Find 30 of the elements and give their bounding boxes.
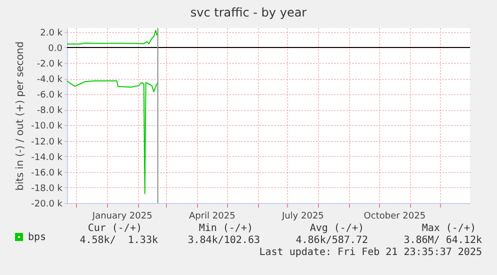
y-tick-label: -2.0 k xyxy=(36,60,64,70)
y-axis-title: bits in (-) / out (+) per second xyxy=(15,41,26,191)
y-tick-label: -16.0 k xyxy=(31,168,64,178)
text: 4.58k/ 1.33k xyxy=(80,235,158,247)
legend-label: bps xyxy=(28,232,46,243)
text: Min (-/+) xyxy=(198,223,253,235)
y-tick-label: -4.0 k xyxy=(36,75,64,86)
text: Avg (-/+) xyxy=(310,223,364,235)
y-tick-label: -20.0 k xyxy=(31,200,64,210)
y-tick-label: -18.0 k xyxy=(31,184,64,194)
y-tick-label: -10.0 k xyxy=(31,122,64,132)
x-tick-label: January 2025 xyxy=(91,212,152,222)
text: 3.86M/ 64.12k xyxy=(404,235,482,247)
text: 3.84k/102.63 xyxy=(188,235,260,247)
y-tick-label: -14.0 k xyxy=(31,152,64,163)
x-tick-label: July 2025 xyxy=(280,212,324,222)
text: 4.86k/587.72 xyxy=(296,235,368,247)
y-tick-label: -12.0 k xyxy=(31,137,64,148)
y-tick-label: -6.0 k xyxy=(36,90,64,101)
y-tick-label: 0.0 xyxy=(48,44,63,54)
chart-title: svc traffic - by year xyxy=(190,6,307,20)
text: Cur (-/+) xyxy=(88,223,142,235)
x-tick-label: April 2025 xyxy=(188,212,236,222)
line-series xyxy=(66,80,158,194)
y-tick-label: 2.0 k xyxy=(40,28,64,38)
text: Max (-/+) xyxy=(422,223,476,235)
line-series xyxy=(66,30,158,44)
text: Last update: Fri Feb 21 23:35:37 2025 xyxy=(259,247,482,259)
x-tick-label: October 2025 xyxy=(364,212,426,222)
y-tick-label: -8.0 k xyxy=(36,106,64,116)
